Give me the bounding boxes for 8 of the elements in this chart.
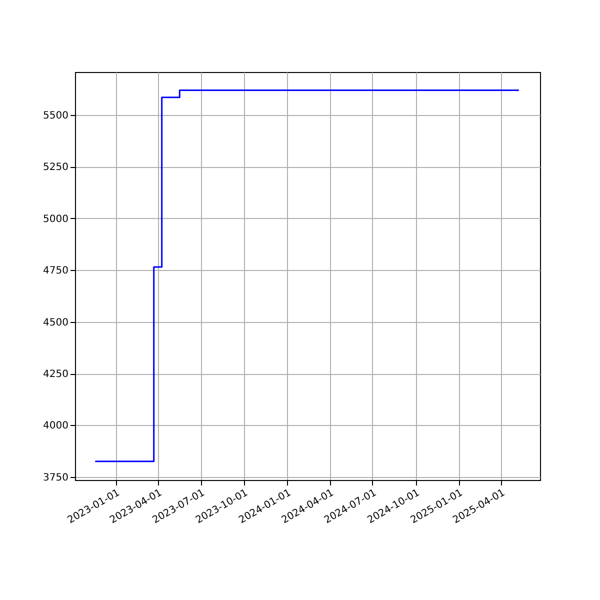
y-tick-label: 4000 — [43, 420, 68, 432]
y-tick-label: 5250 — [43, 162, 68, 174]
y-tick-label: 4750 — [43, 266, 68, 277]
y-tick-label: 4500 — [43, 317, 68, 328]
y-tick-label: 4250 — [43, 369, 68, 380]
y-tick-label: 5500 — [43, 110, 68, 122]
y-tick-label: 3750 — [43, 472, 68, 484]
y-tick-label: 5000 — [43, 214, 68, 225]
